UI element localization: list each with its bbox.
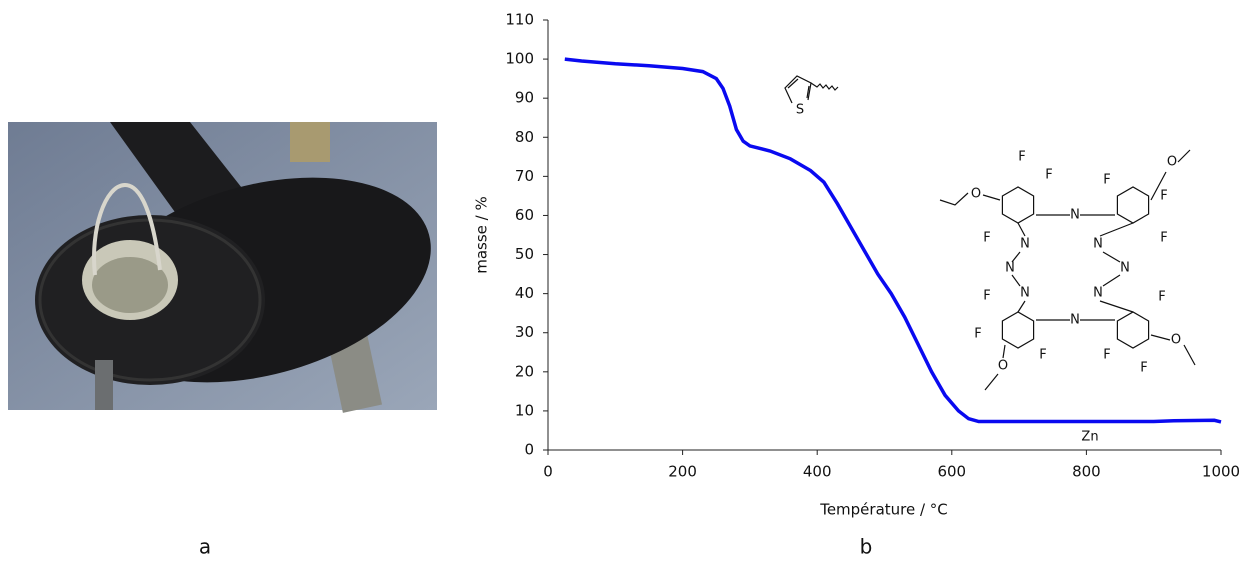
atom-label: N — [1020, 237, 1030, 252]
y-tick-label: 10 — [515, 401, 534, 419]
benzo-ring — [1116, 311, 1150, 349]
y-tick-label: 40 — [515, 284, 534, 302]
atom-label: F — [1018, 150, 1025, 165]
bond — [1017, 222, 1134, 313]
thiophene-bond — [787, 78, 810, 99]
atom-label: S — [796, 103, 804, 118]
y-tick-label: 70 — [515, 167, 534, 185]
atom-label: F — [1103, 173, 1110, 188]
benzo-ring — [1001, 311, 1035, 349]
x-tick-label: 1000 — [1202, 463, 1240, 481]
bond — [1150, 334, 1196, 366]
atom-label: F — [1158, 290, 1165, 305]
x-tick-label: 800 — [1072, 463, 1101, 481]
wavy-bond — [810, 82, 839, 91]
x-tick-label: 600 — [937, 463, 966, 481]
atom-label: F — [1039, 348, 1046, 363]
atom-label: F — [1103, 348, 1110, 363]
y-axis-label: masse / % — [473, 196, 491, 274]
atom-label: F — [1045, 168, 1052, 183]
bond — [984, 344, 1006, 391]
x-axis-label: Température / °C — [819, 501, 948, 519]
bond — [1150, 149, 1191, 201]
atom-label: N — [1070, 208, 1080, 223]
atom-label: O — [998, 359, 1008, 374]
data-line — [564, 57, 1222, 424]
atom-label: F — [1140, 361, 1147, 376]
atom-label: N — [1093, 237, 1103, 252]
atom-label: N — [1005, 261, 1015, 276]
atom-label: F — [983, 289, 990, 304]
photo — [8, 122, 437, 413]
bond — [1011, 251, 1121, 287]
x-tick-label: 0 — [543, 463, 553, 481]
y-tick-label: 20 — [515, 362, 534, 380]
atom-label: N — [1093, 286, 1103, 301]
atom-label: F — [1160, 189, 1167, 204]
atom-label: N — [1020, 286, 1030, 301]
x-tick-label: 200 — [668, 463, 697, 481]
atom-label: F — [1160, 231, 1167, 246]
y-tick-label: 60 — [515, 206, 534, 224]
thiophene-bond — [784, 75, 812, 104]
y-tick-label: 110 — [505, 11, 534, 29]
bond — [939, 192, 1001, 206]
atom-label: N — [1070, 313, 1080, 328]
y-tick-label: 30 — [515, 323, 534, 341]
panel-label: b — [860, 535, 873, 558]
x-tick-label: 400 — [803, 463, 832, 481]
y-tick-label: 80 — [515, 128, 534, 146]
atom-label: O — [1171, 333, 1181, 348]
atom-label: O — [1167, 155, 1177, 170]
y-tick-label: 0 — [524, 441, 534, 459]
atom-label: N — [1120, 261, 1130, 276]
benzo-ring — [1116, 186, 1150, 224]
y-tick-label: 100 — [505, 50, 534, 68]
panel-label: a — [199, 535, 211, 558]
atom-label: O — [971, 187, 981, 202]
atom-label: F — [983, 231, 990, 246]
benzo-ring — [1001, 186, 1035, 224]
y-tick-label: 90 — [515, 89, 534, 107]
y-tick-label: 50 — [515, 245, 534, 263]
atom-label: Zn — [1081, 430, 1098, 445]
atom-label: F — [974, 327, 981, 342]
